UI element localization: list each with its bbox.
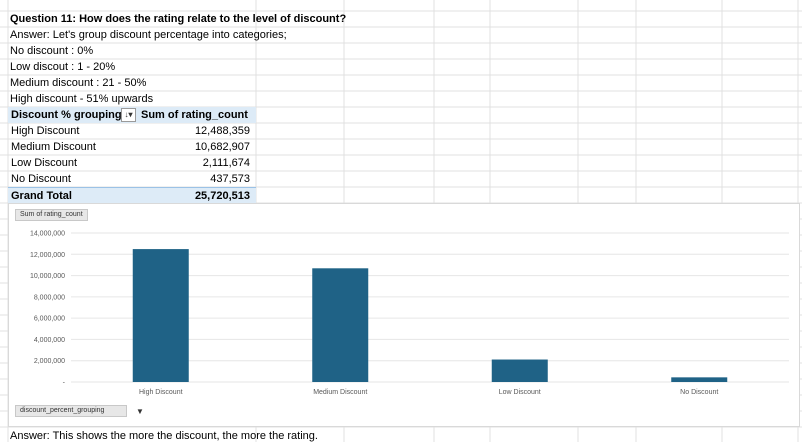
category-no-discount: No discount : 0% [10,45,94,57]
pivot-row[interactable]: High Discount 12,488,359 [8,123,256,139]
y-tick-label: 14,000,000 [30,231,65,238]
pivot-row[interactable]: Low Discount 2,111,674 [8,155,256,171]
y-tick-label: - [63,380,66,387]
conclusion-text: Answer: This shows the more the discount… [10,430,318,442]
chart-plot: - 2,000,000 4,000,000 6,000,000 8,000,000 10,… [30,231,789,396]
grand-total-value: 25,720,513 [194,190,250,202]
y-tick-label: 6,000,000 [34,316,65,323]
category-high-discount: High discount - 51% upwards [10,93,154,105]
bar-no-discount[interactable] [671,377,728,382]
grand-total-label: Grand Total [11,190,72,202]
y-tick-label: 8,000,000 [34,294,65,301]
axis-field-button[interactable]: discount_percent_grouping [15,405,128,417]
pivot-row[interactable]: No Discount 437,573 [8,171,256,187]
pivot-header-row: Discount % grouping ↓▾ Sum of rating_cou… [8,107,256,123]
x-tick-label: No Discount [680,389,718,396]
pivot-row-label: No Discount [11,173,71,185]
pivot-row[interactable]: Medium Discount 10,682,907 [8,139,256,155]
pivot-row-value: 437,573 [210,173,250,185]
x-tick-label: Low Discount [499,389,541,396]
pivot-chart[interactable]: Sum of rating_count - 2,000,000 4,000,000 6… [8,203,800,427]
y-tick-label: 10,000,000 [30,273,65,280]
value-field-button[interactable]: Sum of rating_count [15,209,88,221]
axis-field-label: discount_percent_grouping [20,407,105,414]
pivot-row-header[interactable]: Discount % grouping [11,109,122,121]
pivot-row-label: Medium Discount [11,141,96,153]
dropdown-arrow-icon[interactable]: ▼ [136,407,144,416]
category-medium-discount: Medium discount : 21 - 50% [10,77,147,89]
pivot-row-value: 12,488,359 [194,125,250,137]
y-tick-label: 12,000,000 [30,252,65,259]
pivot-row-label: Low Discount [11,157,78,169]
pivot-row-label: High Discount [11,125,80,137]
bar-medium-discount[interactable] [312,268,369,382]
pivot-row-value: 10,682,907 [194,141,250,153]
category-low-discount: Low discout : 1 - 20% [10,61,116,73]
x-tick-label: High Discount [139,389,183,396]
y-tick-label: 4,000,000 [34,337,65,344]
pivot-row-value: 2,111,674 [202,157,250,169]
sort-filter-icon[interactable]: ↓▾ [121,108,136,122]
pivot-grand-total-row[interactable]: Grand Total 25,720,513 [8,187,256,204]
x-tick-label: Medium Discount [313,389,367,396]
question-heading: Question 11: How does the rating relate … [10,13,347,25]
bar-high-discount[interactable] [132,249,189,382]
bar-low-discount[interactable] [491,359,548,382]
pivot-value-header[interactable]: Sum of rating_count [141,109,248,121]
y-tick-label: 2,000,000 [34,358,65,365]
answer-intro: Answer: Let's group discount percentage … [10,29,287,41]
